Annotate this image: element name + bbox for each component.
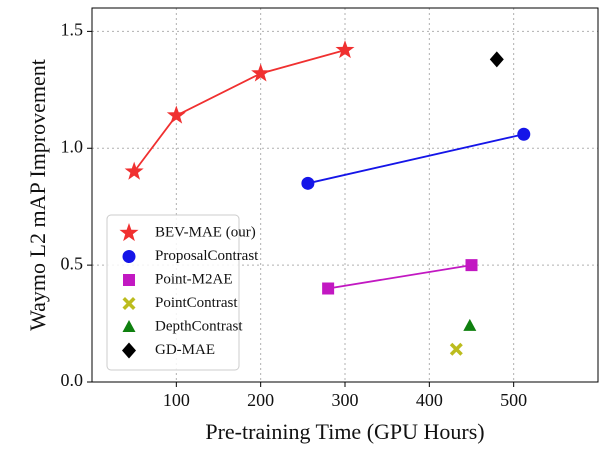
marker (335, 40, 355, 59)
x-tick-label: 500 (500, 390, 527, 410)
legend-marker (122, 320, 136, 332)
marker (517, 127, 531, 141)
legend-label: GD-MAE (155, 342, 215, 358)
marker (124, 161, 144, 180)
marker (489, 51, 504, 68)
y-tick-label: 0.0 (61, 370, 84, 390)
x-axis-label: Pre-training Time (GPU Hours) (205, 419, 484, 444)
x-tick-label: 200 (247, 390, 274, 410)
marker (449, 342, 463, 356)
legend-marker (119, 223, 139, 242)
y-tick-label: 1.0 (61, 136, 84, 156)
y-axis-label: Waymo L2 mAP Improvement (25, 59, 50, 331)
legend-label: BEV-MAE (our) (155, 224, 256, 240)
x-tick-label: 300 (332, 390, 359, 410)
series-line (133, 49, 346, 173)
legend-marker (122, 250, 136, 263)
marker (251, 63, 271, 82)
marker (322, 282, 335, 295)
marker (463, 318, 477, 331)
legend-box (106, 214, 240, 371)
marker (301, 176, 315, 190)
series-line (327, 264, 472, 290)
marker (166, 105, 186, 124)
legend-marker (122, 297, 136, 310)
legend-label: Point-M2AE (155, 271, 233, 287)
y-tick-label: 1.5 (61, 20, 84, 40)
series-line (307, 133, 524, 185)
legend-label: DepthContrast (155, 318, 243, 334)
legend-label: ProposalContrast (155, 248, 259, 264)
x-tick-label: 400 (416, 390, 443, 410)
legend-marker (122, 342, 136, 359)
legend-marker (123, 274, 135, 286)
y-tick-label: 0.5 (61, 253, 84, 273)
legend-label: PointContrast (155, 295, 238, 311)
marker (465, 259, 478, 272)
x-tick-label: 100 (163, 390, 190, 410)
plot-frame (91, 7, 599, 383)
